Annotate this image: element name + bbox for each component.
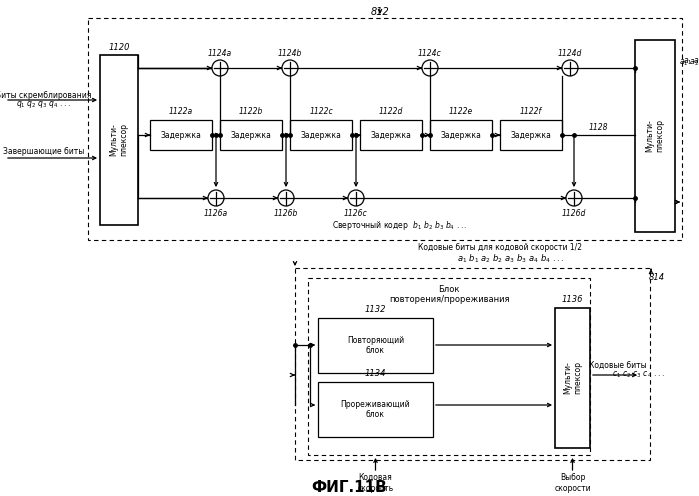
Bar xyxy=(430,120,492,150)
Text: ФИГ.11В: ФИГ.11В xyxy=(311,480,387,495)
Text: Мульти-
плексор: Мульти- плексор xyxy=(109,124,129,157)
Text: Прореживающий
блок: Прореживающий блок xyxy=(340,400,410,419)
Circle shape xyxy=(562,60,578,76)
Bar xyxy=(635,40,675,232)
Bar xyxy=(318,382,433,437)
Circle shape xyxy=(422,60,438,76)
Bar xyxy=(500,120,562,150)
Text: 1124b: 1124b xyxy=(278,49,302,58)
Text: 1126a: 1126a xyxy=(204,208,228,218)
Text: Биты скремблирования: Биты скремблирования xyxy=(0,91,92,101)
Text: Повторяющий
блок: Повторяющий блок xyxy=(347,336,404,355)
Text: 1124a: 1124a xyxy=(208,49,232,58)
Text: Задержка: Задержка xyxy=(231,130,271,139)
Text: 814: 814 xyxy=(649,272,665,282)
Text: 1122c: 1122c xyxy=(309,108,333,117)
Text: 1132: 1132 xyxy=(365,306,387,314)
Text: Задержка: Задержка xyxy=(370,130,412,139)
Text: Задержка: Задержка xyxy=(510,130,552,139)
Bar xyxy=(360,120,422,150)
Text: Мульти-
плексор: Мульти- плексор xyxy=(563,362,582,394)
Bar xyxy=(318,318,433,373)
Text: Задержка: Задержка xyxy=(301,130,341,139)
Bar xyxy=(295,268,650,460)
Text: Мульти-
плексор: Мульти- плексор xyxy=(645,120,665,152)
Text: Сверточный кодер  $b_1\ b_2\ b_3\ b_4\ ...$: Сверточный кодер $b_1\ b_2\ b_3\ b_4\ ..… xyxy=(332,219,468,232)
Text: Кодовые биты: Кодовые биты xyxy=(589,361,647,370)
Text: 1124d: 1124d xyxy=(558,49,582,58)
Text: 1128: 1128 xyxy=(589,123,608,131)
Text: 1126d: 1126d xyxy=(562,208,586,218)
Text: $a_1\ a_2\ a_3\ a_4\ ...$: $a_1\ a_2\ a_3\ a_4\ ...$ xyxy=(683,57,699,67)
Circle shape xyxy=(282,60,298,76)
Bar xyxy=(88,18,682,240)
Text: 1136: 1136 xyxy=(562,296,583,305)
Text: 1122d: 1122d xyxy=(379,108,403,117)
Text: $a_1\ a_2\ a_3\ a_4$...: $a_1\ a_2\ a_3\ a_4$... xyxy=(679,58,699,68)
Text: 1122e: 1122e xyxy=(449,108,473,117)
Text: Кодовая
скорость: Кодовая скорость xyxy=(357,473,394,493)
Text: Задержка: Задержка xyxy=(440,130,482,139)
Text: Задержка: Задержка xyxy=(161,130,201,139)
Text: 1122a: 1122a xyxy=(169,108,193,117)
Circle shape xyxy=(348,190,364,206)
Text: $a_1\ b_1\ a_2\ b_2\ a_3\ b_3\ a_4\ b_4\ ...$: $a_1\ b_1\ a_2\ b_2\ a_3\ b_3\ a_4\ b_4\… xyxy=(457,253,565,265)
Text: 1122b: 1122b xyxy=(239,108,264,117)
Circle shape xyxy=(212,60,228,76)
Text: 1126c: 1126c xyxy=(344,208,368,218)
Text: 1122f: 1122f xyxy=(520,108,542,117)
Text: Завершающие биты: Завершающие биты xyxy=(3,147,85,157)
Bar xyxy=(150,120,212,150)
Text: Кодовые биты для кодовой скорости 1/2: Кодовые биты для кодовой скорости 1/2 xyxy=(418,244,582,252)
Text: $c_1\ c_2\ c_3\ c_4\ ...$: $c_1\ c_2\ c_3\ c_4\ ...$ xyxy=(612,370,665,380)
Bar xyxy=(308,278,590,455)
Text: Блок: Блок xyxy=(438,286,460,295)
Text: Выбор
скорости: Выбор скорости xyxy=(554,473,591,493)
Text: 812: 812 xyxy=(370,7,389,17)
Text: 1126b: 1126b xyxy=(274,208,298,218)
Circle shape xyxy=(278,190,294,206)
Bar xyxy=(290,120,352,150)
Bar xyxy=(220,120,282,150)
Circle shape xyxy=(566,190,582,206)
Bar xyxy=(100,55,138,225)
Text: 1124c: 1124c xyxy=(418,49,442,58)
Circle shape xyxy=(208,190,224,206)
Bar xyxy=(555,308,590,448)
Text: повторения/прореживания: повторения/прореживания xyxy=(389,296,510,305)
Text: $q_1\ q_2\ q_3\ q_4\ ...$: $q_1\ q_2\ q_3\ q_4\ ...$ xyxy=(16,100,71,111)
Text: 1134: 1134 xyxy=(365,370,387,378)
Text: 1120: 1120 xyxy=(108,44,130,53)
